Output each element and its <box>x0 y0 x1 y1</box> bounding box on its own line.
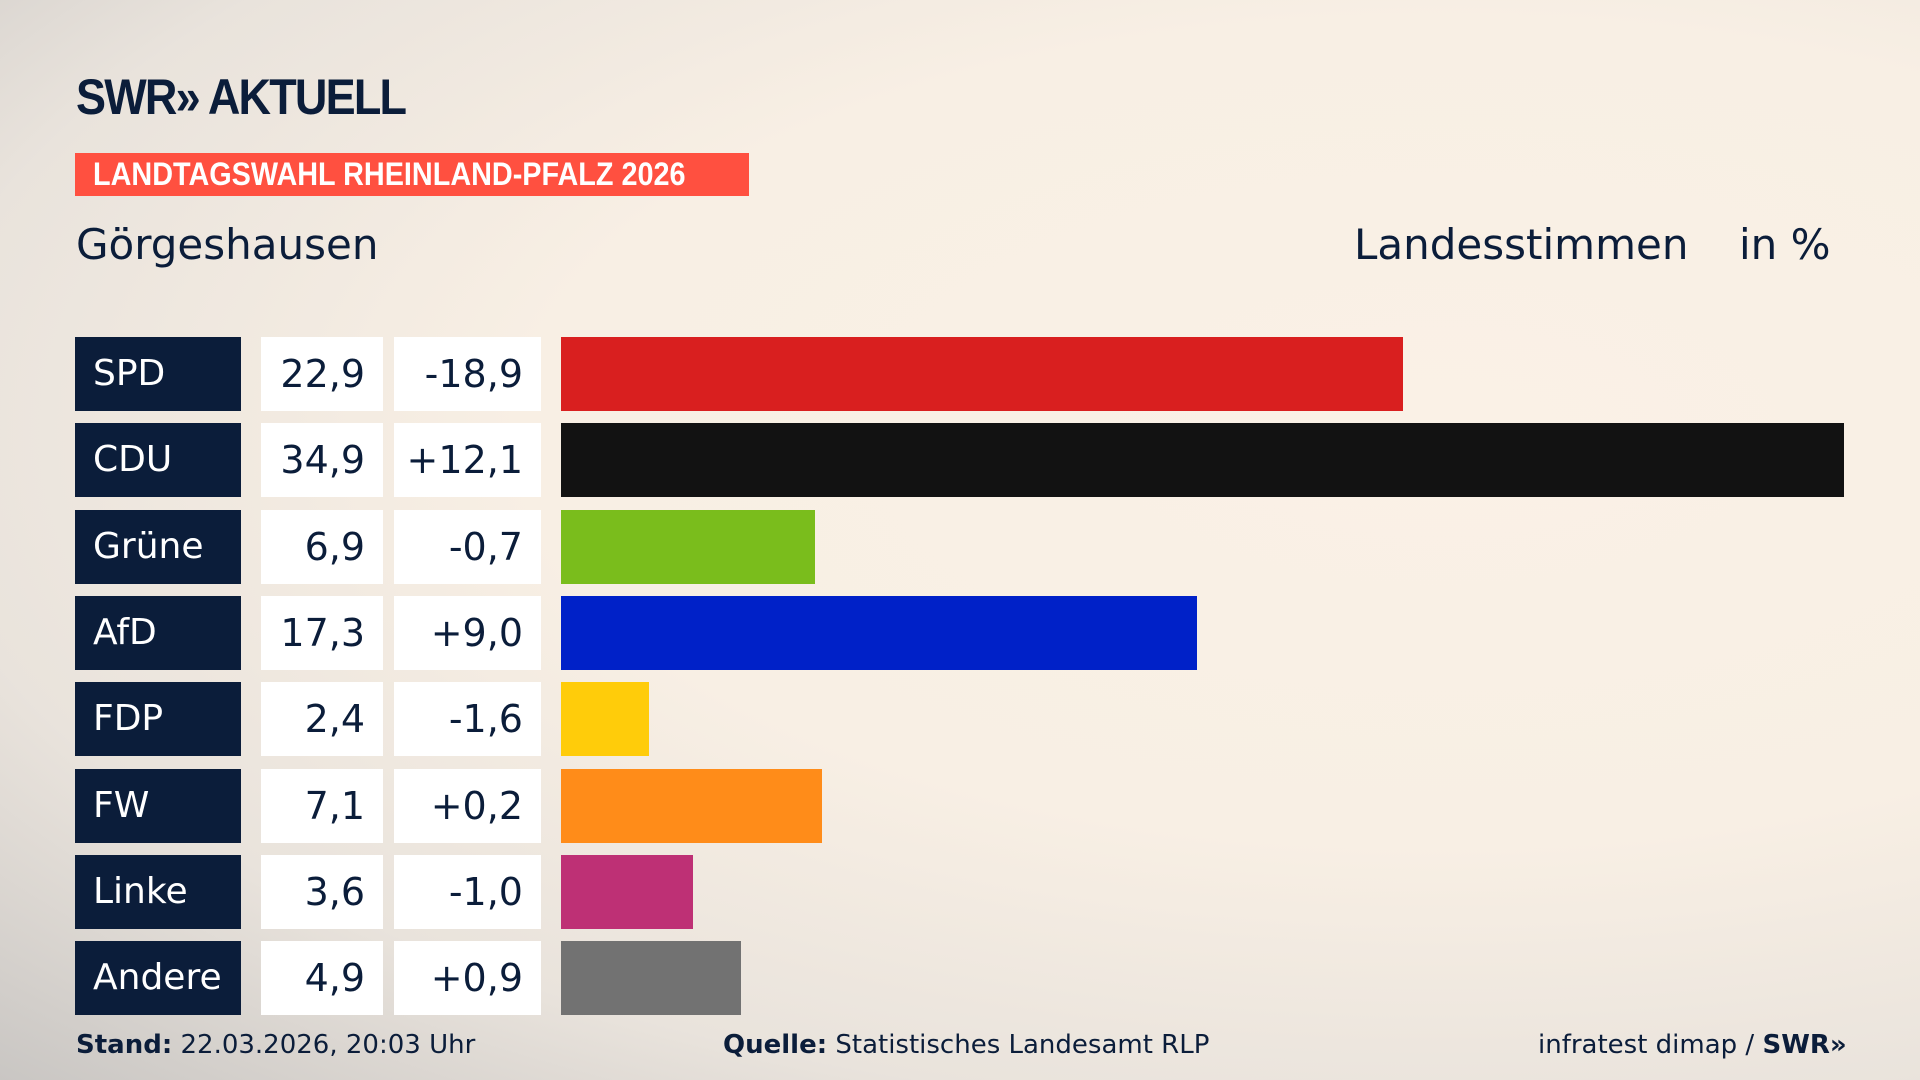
value-label: 7,1 <box>261 768 383 843</box>
bar-grüne <box>561 509 815 584</box>
value-label: 2,4 <box>261 682 383 757</box>
value-label: 22,9 <box>261 337 383 411</box>
party-label: SPD <box>75 337 241 411</box>
change-label: -0,7 <box>394 509 541 584</box>
party-label: Linke <box>75 854 241 929</box>
source: Quelle: Statistisches Landesamt RLP <box>723 1030 1209 1060</box>
party-label: Andere <box>75 941 241 1016</box>
place-title: Görgeshausen <box>76 220 379 269</box>
stand-label: Stand: <box>76 1030 173 1060</box>
bar-spd <box>561 337 1403 411</box>
election-banner: LANDTAGSWAHL RHEINLAND-PFALZ 2026 <box>75 153 749 196</box>
stand: Stand: 22.03.2026, 20:03 Uhr <box>76 1030 475 1060</box>
bar-fw <box>561 768 822 843</box>
party-label: FW <box>75 768 241 843</box>
bar-cdu <box>561 423 1844 498</box>
stand-value: 22.03.2026, 20:03 Uhr <box>180 1030 476 1060</box>
change-label: +9,0 <box>394 595 541 670</box>
unit-label: in % <box>1739 220 1831 269</box>
swr-aktuell-logo: SWR» AKTUELL <box>76 69 407 125</box>
party-label: AfD <box>75 595 241 670</box>
change-label: -18,9 <box>394 337 541 411</box>
change-label: +0,2 <box>394 768 541 843</box>
bar-andere <box>561 941 742 1016</box>
value-label: 17,3 <box>261 595 383 670</box>
value-label: 6,9 <box>261 509 383 584</box>
credit: infratest dimap / SWR» <box>1538 1030 1847 1060</box>
bar-afd <box>561 595 1197 670</box>
change-label: -1,6 <box>394 682 541 757</box>
banner-text: LANDTAGSWAHL RHEINLAND-PFALZ 2026 <box>93 156 686 192</box>
party-label: FDP <box>75 682 241 757</box>
source-value: Statistisches Landesamt RLP <box>835 1030 1210 1060</box>
party-label: CDU <box>75 423 241 498</box>
value-label: 4,9 <box>261 941 383 1016</box>
change-label: +0,9 <box>394 941 541 1016</box>
credit-text: infratest dimap / <box>1538 1030 1755 1060</box>
bar-linke <box>561 854 694 929</box>
source-label: Quelle: <box>723 1030 828 1060</box>
party-label: Grüne <box>75 509 241 584</box>
change-label: +12,1 <box>394 423 541 498</box>
value-label: 3,6 <box>261 854 383 929</box>
vote-type: Landesstimmen <box>1354 220 1689 269</box>
change-label: -1,0 <box>394 854 541 929</box>
value-label: 34,9 <box>261 423 383 498</box>
swr-logo: SWR» <box>1762 1030 1847 1060</box>
bar-fdp <box>561 682 650 757</box>
